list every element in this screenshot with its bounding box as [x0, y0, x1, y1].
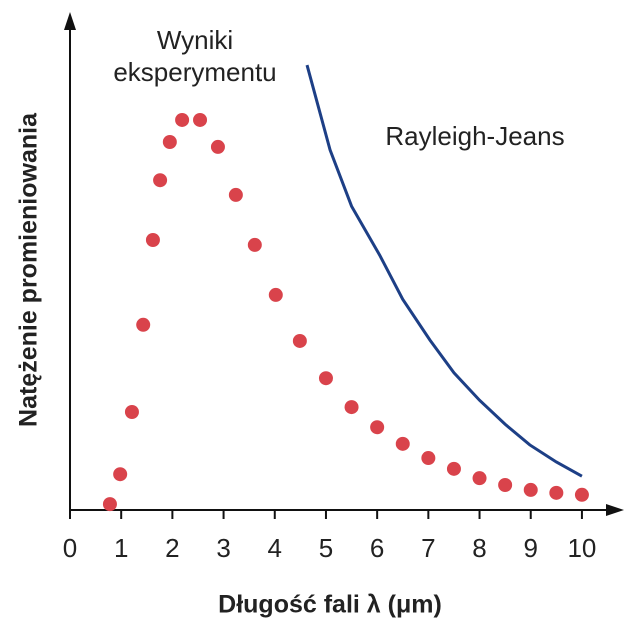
x-tick-label: 7	[421, 533, 435, 563]
data-point	[247, 237, 262, 252]
data-point	[574, 487, 589, 502]
x-tick-label: 1	[114, 533, 128, 563]
data-point	[136, 317, 151, 332]
x-tick-label: 4	[268, 533, 282, 563]
curve	[305, 64, 583, 478]
y-axis-label: Natężenie promieniowania	[15, 112, 43, 427]
y-axis-arrow	[64, 12, 76, 30]
x-tick-label: 10	[567, 533, 596, 563]
data-point	[370, 420, 385, 435]
data-point	[344, 400, 359, 415]
series-label: Wyniki eksperymentu	[113, 25, 277, 87]
data-point	[472, 471, 487, 486]
x-axis-arrow	[606, 504, 624, 516]
data-point	[145, 233, 160, 248]
data-point	[523, 482, 538, 497]
data-point	[268, 287, 283, 302]
data-point	[228, 187, 243, 202]
data-point	[421, 451, 436, 466]
data-point	[549, 485, 564, 500]
x-axis-label: Długość fali λ (μm)	[218, 591, 442, 619]
data-point	[153, 173, 168, 188]
x-tick-label: 0	[63, 533, 77, 563]
series-label: Rayleigh-Jeans	[385, 121, 565, 151]
data-point	[292, 333, 307, 348]
x-tick-label: 8	[472, 533, 486, 563]
x-tick-label: 5	[319, 533, 333, 563]
data-point	[175, 112, 190, 127]
x-tick-label: 6	[370, 533, 384, 563]
data-point	[498, 478, 513, 493]
data-point	[113, 467, 128, 482]
x-tick-label: 3	[216, 533, 230, 563]
data-point	[193, 112, 208, 127]
data-point	[210, 139, 225, 154]
x-tick-label: 2	[165, 533, 179, 563]
data-point	[124, 405, 139, 419]
data-point	[102, 497, 117, 512]
data-point	[318, 371, 333, 386]
x-tick-label: 9	[523, 533, 537, 563]
data-point	[446, 461, 461, 476]
data-point	[395, 436, 410, 451]
data-point	[162, 135, 177, 150]
